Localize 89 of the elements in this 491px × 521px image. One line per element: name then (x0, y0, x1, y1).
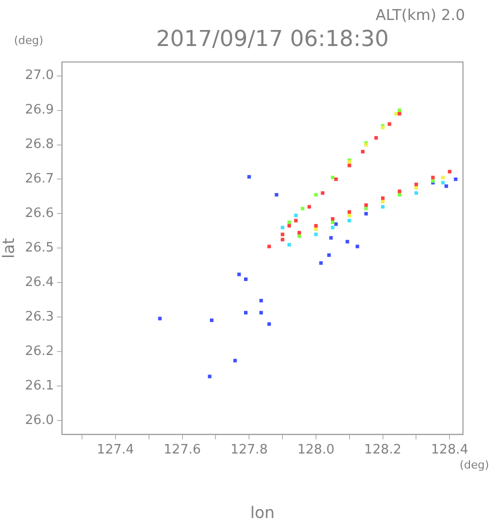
point (334, 222, 338, 226)
point (208, 374, 212, 378)
point (441, 180, 445, 184)
x-tick-label: 127.8 (230, 442, 268, 458)
point (274, 192, 278, 197)
point (237, 272, 241, 276)
y-tick-label: 26.8 (24, 137, 54, 152)
point (364, 212, 368, 216)
y-tick-label: 27.0 (24, 68, 54, 84)
y-tick-label: 26.4 (24, 275, 54, 290)
point (314, 232, 318, 236)
point (441, 176, 445, 180)
point (388, 122, 392, 126)
point (319, 261, 323, 265)
point (244, 310, 248, 314)
point (398, 112, 402, 116)
point (158, 316, 162, 320)
point (330, 220, 334, 224)
point (210, 318, 214, 322)
point (414, 191, 418, 195)
point (454, 177, 458, 182)
point (297, 234, 302, 238)
chart-title: 2017/09/17 06:18:30 (156, 27, 389, 52)
point (398, 108, 402, 112)
text: (deg) (14, 34, 44, 47)
point (381, 196, 385, 200)
point (314, 192, 318, 197)
point (314, 224, 318, 228)
x-tick-label: 127.4 (96, 442, 134, 458)
point (267, 322, 271, 326)
point (381, 205, 385, 209)
point (280, 232, 284, 236)
point (307, 205, 312, 209)
point (267, 244, 271, 248)
point (247, 175, 251, 179)
y-tick-label: 26.2 (24, 344, 54, 360)
y-tick-label: 26.0 (24, 412, 54, 428)
point (448, 170, 452, 174)
text: (deg) (460, 458, 489, 472)
point (431, 176, 435, 180)
point (398, 192, 402, 197)
y-tick-label: 26.1 (24, 378, 54, 394)
point (300, 206, 304, 210)
point (259, 298, 263, 302)
y-tick-label: 26.5 (24, 240, 54, 256)
y-tick-label: 26.7 (24, 172, 54, 187)
x-tick-label: 127.6 (164, 442, 201, 458)
y-axis-title: lat (0, 238, 18, 258)
x-tick-label: 128.2 (364, 442, 402, 458)
point (348, 164, 352, 168)
point (330, 217, 334, 221)
point (314, 227, 318, 232)
point (280, 226, 284, 230)
point (320, 191, 324, 195)
point (233, 358, 237, 362)
x-tick-label: 128.0 (297, 442, 335, 458)
point (330, 176, 334, 180)
point (287, 224, 291, 228)
point (444, 184, 448, 188)
point (330, 226, 334, 230)
point (294, 214, 298, 218)
point (348, 218, 352, 222)
point (244, 277, 248, 281)
x-tick-label: 128.4 (431, 442, 468, 458)
text: ALT(km) 2.0 (376, 6, 465, 24)
point (398, 190, 402, 194)
point (334, 177, 338, 182)
point (297, 230, 302, 234)
point (414, 182, 418, 186)
point (294, 218, 298, 222)
point (364, 203, 368, 207)
y-tick-label: 26.3 (24, 310, 54, 325)
point (280, 238, 284, 242)
point (364, 206, 368, 210)
point (287, 220, 291, 224)
x-axis-title: lon (250, 503, 275, 521)
point (259, 310, 263, 314)
point (414, 186, 418, 190)
point (356, 244, 360, 248)
point (360, 150, 365, 154)
y-tick-label: 26.9 (24, 102, 54, 118)
point (287, 242, 291, 247)
point (374, 136, 378, 140)
point (327, 253, 331, 257)
point (348, 210, 352, 214)
point (329, 236, 333, 240)
y-tick-label: 26.6 (24, 206, 54, 222)
point (381, 200, 385, 204)
point (346, 240, 350, 244)
